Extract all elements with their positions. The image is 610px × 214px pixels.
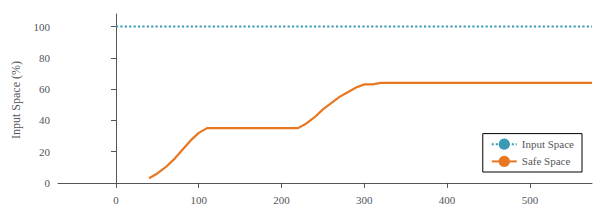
svg-text:60: 60 <box>39 83 51 95</box>
svg-text:100: 100 <box>190 194 207 206</box>
svg-text:500: 500 <box>522 194 539 206</box>
svg-text:0: 0 <box>45 177 51 189</box>
svg-text:Safe Space: Safe Space <box>522 155 571 167</box>
svg-text:400: 400 <box>439 194 456 206</box>
svg-text:80: 80 <box>39 52 51 64</box>
svg-text:Input Space (%): Input Space (%) <box>9 61 23 139</box>
svg-text:40: 40 <box>39 114 51 126</box>
svg-text:200: 200 <box>273 194 290 206</box>
svg-text:300: 300 <box>356 194 373 206</box>
svg-text:0: 0 <box>113 194 119 206</box>
svg-text:20: 20 <box>39 146 51 158</box>
svg-text:Input Space: Input Space <box>522 138 574 150</box>
svg-text:100: 100 <box>34 21 51 33</box>
